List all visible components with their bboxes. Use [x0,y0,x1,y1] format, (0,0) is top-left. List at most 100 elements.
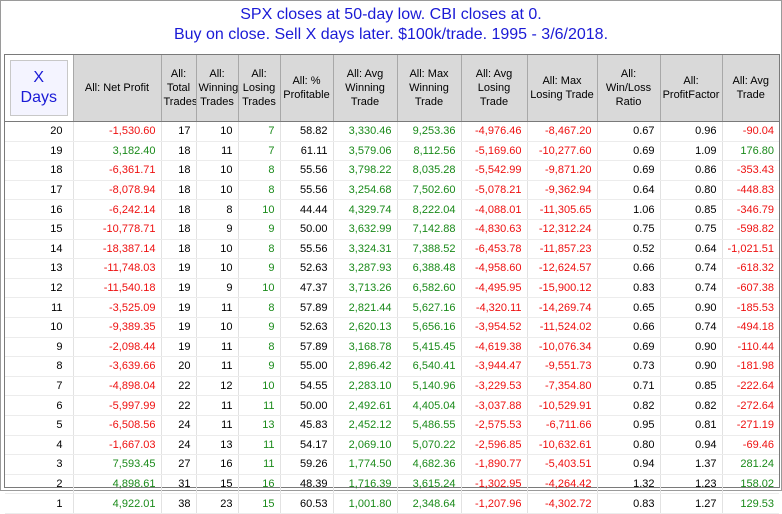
cell-net-profit: -6,242.14 [73,199,162,220]
x-days-label-box: X Days [10,60,68,116]
cell-pct-profitable: 44.44 [280,199,334,220]
table-row[interactable]: 13 -11,748.03 19 10 9 52.63 3,287.93 6,388.48 -4… [5,258,779,279]
table-row[interactable]: 17 -8,078.94 18 10 8 55.56 3,254.68 7,502.60 -5,… [5,180,779,201]
cell-losing-trades: 8 [238,337,281,358]
cell-avg-trade: -1,021.51 [722,239,779,260]
cell-avg-trade: 176.80 [722,141,779,162]
cell-pct-profitable: 61.11 [280,141,334,162]
cell-net-profit: -4,898.04 [73,376,162,397]
cell-profit-factor: 1.09 [660,141,723,162]
cell-max-losing-trade: -12,312.24 [527,219,598,240]
cell-avg-losing-trade: -4,976.46 [461,121,528,142]
cell-max-losing-trade: -9,871.20 [527,160,598,181]
cell-total-trades: 18 [161,199,197,220]
table-row[interactable]: 14 -18,387.14 18 10 8 55.56 3,324.31 7,388.52 -6… [5,239,779,260]
header-avg-losing-trade[interactable]: All: Avg Losing Trade [461,55,528,122]
table-row[interactable]: 3 7,593.45 27 16 11 59.26 1,774.50 4,682.36 -1,8… [5,454,779,475]
cell-avg-trade: -110.44 [722,337,779,358]
cell-pct-profitable: 60.53 [280,493,334,514]
cell-winning-trades: 8 [196,199,239,220]
cell-max-losing-trade: -12,624.57 [527,258,598,279]
cell-net-profit: -11,540.18 [73,278,162,299]
cell-max-losing-trade: -4,302.72 [527,493,598,514]
cell-losing-trades: 8 [238,180,281,201]
cell-net-profit: -1,530.60 [73,121,162,142]
table-row[interactable]: 1 4,922.01 38 23 15 60.53 1,001.80 2,348.64 -1,2… [5,493,779,514]
cell-avg-winning-trade: 3,287.93 [333,258,398,279]
table-row[interactable]: 7 -4,898.04 22 12 10 54.55 2,283.10 5,140.96 -3,… [5,376,779,397]
cell-max-winning-trade: 8,035.28 [397,160,462,181]
cell-win-loss-ratio: 0.67 [597,121,661,142]
cell-pct-profitable: 52.63 [280,258,334,279]
cell-winning-trades: 23 [196,493,239,514]
cell-net-profit: -6,508.56 [73,415,162,436]
cell-max-winning-trade: 6,540.41 [397,356,462,377]
table-row[interactable]: 11 -3,525.09 19 11 8 57.89 2,821.44 5,627.16 -4,… [5,297,779,318]
table-row[interactable]: 4 -1,667.03 24 13 11 54.17 2,069.10 5,070.22 -2,… [5,435,779,456]
header-avg-trade[interactable]: All: Avg Trade [722,55,779,122]
cell-losing-trades: 9 [238,317,281,338]
table-row[interactable]: 5 -6,508.56 24 11 13 45.83 2,452.12 5,486.55 -2,… [5,415,779,436]
cell-x-days: 4 [5,435,74,456]
cell-losing-trades: 10 [238,376,281,397]
cell-profit-factor: 0.86 [660,160,723,181]
cell-pct-profitable: 59.26 [280,454,334,475]
header-win-loss-ratio[interactable]: All: Win/Loss Ratio [597,55,661,122]
cell-profit-factor: 0.74 [660,278,723,299]
cell-avg-winning-trade: 3,324.31 [333,239,398,260]
cell-net-profit: -8,078.94 [73,180,162,201]
table-row[interactable]: 8 -3,639.66 20 11 9 55.00 2,896.42 6,540.41 -3,9… [5,356,779,377]
cell-win-loss-ratio: 0.69 [597,337,661,358]
table-row[interactable]: 15 -10,778.71 18 9 9 50.00 3,632.99 7,142.88 -4,… [5,219,779,240]
cell-win-loss-ratio: 0.94 [597,454,661,475]
cell-avg-losing-trade: -5,078.21 [461,180,528,201]
cell-total-trades: 19 [161,317,197,338]
cell-win-loss-ratio: 0.66 [597,317,661,338]
header-avg-winning-trade[interactable]: All: Avg Winning Trade [333,55,398,122]
cell-win-loss-ratio: 0.83 [597,278,661,299]
cell-profit-factor: 0.74 [660,258,723,279]
cell-win-loss-ratio: 0.73 [597,356,661,377]
cell-net-profit: 7,593.45 [73,454,162,475]
header-max-losing-trade[interactable]: All: Max Losing Trade [527,55,598,122]
table-row[interactable]: 6 -5,997.99 22 11 11 50.00 2,492.61 4,405.04 -3,… [5,395,779,416]
cell-pct-profitable: 47.37 [280,278,334,299]
header-net-profit[interactable]: All: Net Profit [73,55,162,122]
cell-avg-trade: -185.53 [722,297,779,318]
cell-net-profit: -5,997.99 [73,395,162,416]
header-max-winning-trade[interactable]: All: Max Winning Trade [397,55,462,122]
table-row[interactable]: 20 -1,530.60 17 10 7 58.82 3,330.46 9,253.36 -4,… [5,121,779,142]
header-profit-factor[interactable]: All: ProfitFactor [660,55,723,122]
table-row[interactable]: 9 -2,098.44 19 11 8 57.89 3,168.78 5,415.45 -4,6… [5,337,779,358]
cell-net-profit: -10,778.71 [73,219,162,240]
cell-avg-trade: -222.64 [722,376,779,397]
cell-total-trades: 22 [161,395,197,416]
cell-avg-trade: -346.79 [722,199,779,220]
cell-pct-profitable: 48.39 [280,474,334,495]
table-row[interactable]: 19 3,182.40 18 11 7 61.11 3,579.06 8,112.56 -5,1… [5,141,779,162]
cell-max-losing-trade: -11,524.02 [527,317,598,338]
header-losing-trades[interactable]: All: Losing Trades [238,55,281,122]
cell-avg-losing-trade: -3,944.47 [461,356,528,377]
cell-total-trades: 19 [161,297,197,318]
header-x-days[interactable]: X Days [5,55,74,122]
results-grid[interactable]: X Days All: Net Profit All: Total Trades… [4,54,780,514]
header-winning-trades[interactable]: All: Winning Trades [196,55,239,122]
cell-pct-profitable: 57.89 [280,337,334,358]
cell-profit-factor: 0.90 [660,356,723,377]
cell-avg-trade: -494.18 [722,317,779,338]
header-pct-profitable[interactable]: All: % Profitable [280,55,334,122]
cell-total-trades: 20 [161,356,197,377]
cell-avg-winning-trade: 1,774.50 [333,454,398,475]
table-row[interactable]: 18 -6,361.71 18 10 8 55.56 3,798.22 8,035.28 -5,… [5,160,779,181]
cell-avg-winning-trade: 2,821.44 [333,297,398,318]
table-row[interactable]: 10 -9,389.35 19 10 9 52.63 2,620.13 5,656.16 -3,… [5,317,779,338]
header-total-trades[interactable]: All: Total Trades [161,55,197,122]
cell-avg-losing-trade: -4,495.95 [461,278,528,299]
cell-max-losing-trade: -10,277.60 [527,141,598,162]
table-row[interactable]: 12 -11,540.18 19 9 10 47.37 3,713.26 6,582.60 -4… [5,278,779,299]
cell-win-loss-ratio: 0.71 [597,376,661,397]
cell-pct-profitable: 50.00 [280,219,334,240]
table-row[interactable]: 16 -6,242.14 18 8 10 44.44 4,329.74 8,222.04 -4,… [5,199,779,220]
cell-total-trades: 31 [161,474,197,495]
